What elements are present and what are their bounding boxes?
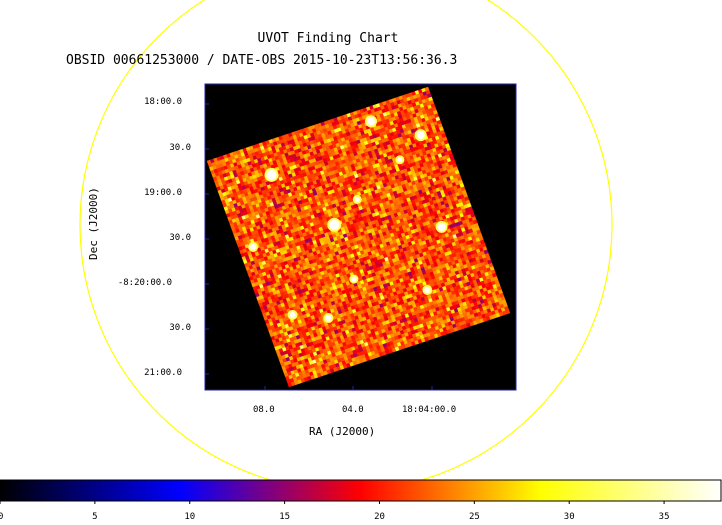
point-source: [250, 243, 257, 250]
x-tick-label: 18:04:00.0: [402, 405, 457, 415]
y-tick-label: 19:00.0: [144, 188, 182, 198]
point-source: [289, 311, 296, 318]
point-source: [325, 315, 332, 322]
point-source: [351, 276, 357, 282]
x-tick-label: 04.0: [342, 405, 364, 415]
colorbar: [0, 479, 722, 502]
y-tick-label: 30.0: [169, 323, 191, 333]
point-source: [367, 117, 376, 126]
heatmap-pixels: [206, 86, 511, 388]
point-source: [437, 222, 446, 231]
y-tick-label: -8:20:00.0: [117, 278, 172, 288]
y-axis-label: Dec (J2000): [87, 187, 100, 260]
point-source: [397, 157, 403, 163]
x-axis-label: RA (J2000): [309, 425, 376, 438]
y-tick-label: 30.0: [169, 233, 191, 243]
chart-subtitle: OBSID 00661253000 / DATE-OBS 2015-10-23T…: [66, 53, 458, 68]
chart-title: UVOT Finding Chart: [257, 31, 399, 46]
point-source: [354, 196, 360, 202]
y-tick-label: 30.0: [169, 143, 191, 153]
point-source: [416, 131, 425, 140]
y-tick-label: 21:00.0: [144, 368, 182, 378]
point-source: [329, 219, 340, 230]
x-tick-label: 08.0: [253, 405, 275, 415]
y-tick-label: 18:00.0: [144, 97, 182, 107]
point-source: [424, 287, 431, 293]
point-source: [266, 169, 277, 180]
